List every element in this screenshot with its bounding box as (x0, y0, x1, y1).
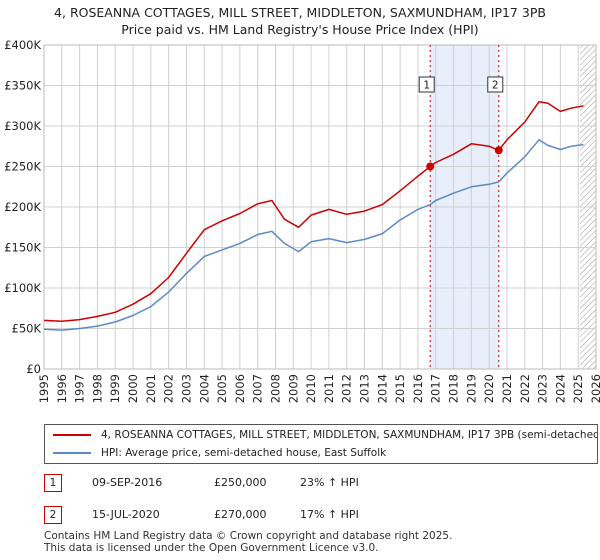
legend-item-property: 4, ROSEANNA COTTAGES, MILL STREET, MIDDL… (45, 427, 598, 443)
transaction-point (494, 146, 503, 155)
x-tick-label: 2002 (162, 374, 176, 403)
x-tick-label: 1996 (55, 374, 69, 403)
y-tick-label: £100K (4, 281, 41, 295)
transaction-number-badge: 2 (44, 506, 62, 524)
x-tick-label: 1997 (73, 374, 87, 403)
x-tick-label: 2021 (500, 374, 514, 403)
y-tick-label: £400K (4, 38, 41, 52)
x-tick-label: 2006 (233, 374, 247, 403)
transaction-row: 2 15-JUL-2020 £270,000 17% ↑ HPI (44, 506, 596, 524)
property-price-line (43, 100, 584, 322)
transaction-number-badge: 1 (44, 474, 62, 492)
x-tick-label: 2012 (340, 374, 354, 403)
transaction-price: £250,000 (214, 476, 267, 489)
x-tick-label: 2010 (304, 374, 318, 403)
chart-title-line1: 4, ROSEANNA COTTAGES, MILL STREET, MIDDL… (54, 5, 546, 20)
legend-swatch-hpi (53, 452, 91, 454)
hpi-line (43, 139, 584, 331)
x-tick-label: 2003 (179, 374, 193, 403)
x-tick-label: 2008 (268, 374, 282, 403)
x-tick-label: 2011 (322, 374, 336, 403)
legend-item-hpi: HPI: Average price, semi-detached house,… (45, 445, 386, 461)
transaction-hpi-change: 23% ↑ HPI (300, 476, 359, 489)
x-tick-label: 2001 (144, 374, 158, 403)
transaction-label-box (487, 76, 504, 93)
x-tick-label: 1998 (90, 374, 104, 403)
transaction-label-number: 2 (492, 80, 499, 92)
x-tick-label: 2026 (589, 374, 600, 403)
legend-label-hpi: HPI: Average price, semi-detached house,… (101, 447, 387, 459)
line-chart: £0 £50K £100K £150K £200K £250K £300K £350K £400… (4, 38, 600, 403)
footer: Contains HM Land Registry data © Crown c… (44, 530, 452, 554)
y-tick-label: £250K (4, 160, 41, 174)
transaction-label-box (418, 76, 435, 93)
x-tick-label: 2014 (375, 374, 389, 403)
x-tick-label: 2020 (482, 374, 496, 403)
x-tick-label: 2000 (126, 374, 140, 403)
legend-swatch-property (53, 434, 91, 436)
x-tick-label: 2024 (553, 374, 567, 403)
y-tick-label: £200K (4, 200, 41, 214)
x-tick-label: 2004 (197, 374, 211, 403)
x-tick-label: 2005 (215, 374, 229, 403)
transaction-row: 1 09-SEP-2016 £250,000 23% ↑ HPI (44, 474, 596, 492)
y-tick-label: £0 (26, 362, 41, 376)
x-tick-label: 2009 (286, 374, 300, 403)
legend: 4, ROSEANNA COTTAGES, MILL STREET, MIDDL… (44, 424, 598, 464)
legend-label-property: 4, ROSEANNA COTTAGES, MILL STREET, MIDDL… (101, 429, 598, 441)
plot-frame (43, 44, 597, 370)
footer-copyright: Contains HM Land Registry data © Crown c… (44, 530, 453, 542)
x-tick-label: 2022 (518, 374, 532, 403)
x-tick-label: 2023 (536, 374, 550, 403)
x-tick-label: 1999 (108, 374, 122, 403)
x-tick-label: 2016 (411, 374, 425, 403)
x-tick-label: 2018 (447, 374, 461, 403)
chart-title: 4, ROSEANNA COTTAGES, MILL STREET, MIDDL… (0, 4, 600, 38)
transaction-date: 15-JUL-2020 (92, 508, 160, 521)
x-tick-label: 1995 (37, 374, 51, 403)
transaction-point (426, 162, 435, 171)
x-tick-label: 2025 (571, 374, 585, 403)
y-tick-label: £300K (4, 119, 41, 133)
x-tick-label: 2019 (464, 374, 478, 403)
y-tick-label: £350K (4, 79, 41, 93)
transaction-hpi-change: 17% ↑ HPI (300, 508, 359, 521)
transaction-label-number: 1 (423, 80, 430, 92)
transaction-price: £270,000 (214, 508, 267, 521)
x-tick-label: 2007 (251, 374, 265, 403)
footer-licence: This data is licensed under the Open Gov… (44, 542, 379, 554)
x-tick-label: 2015 (393, 374, 407, 403)
transaction-date: 09-SEP-2016 (92, 476, 163, 489)
chart-title-line2: Price paid vs. HM Land Registry's House … (121, 22, 479, 37)
x-tick-label: 2017 (429, 374, 443, 403)
x-tick-label: 2013 (358, 374, 372, 403)
y-tick-label: £50K (12, 322, 42, 336)
y-tick-label: £150K (4, 241, 41, 255)
